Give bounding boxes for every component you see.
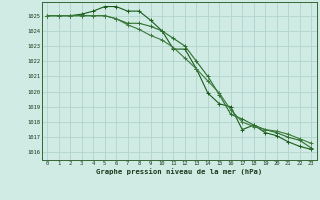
X-axis label: Graphe pression niveau de la mer (hPa): Graphe pression niveau de la mer (hPa)	[96, 168, 262, 175]
